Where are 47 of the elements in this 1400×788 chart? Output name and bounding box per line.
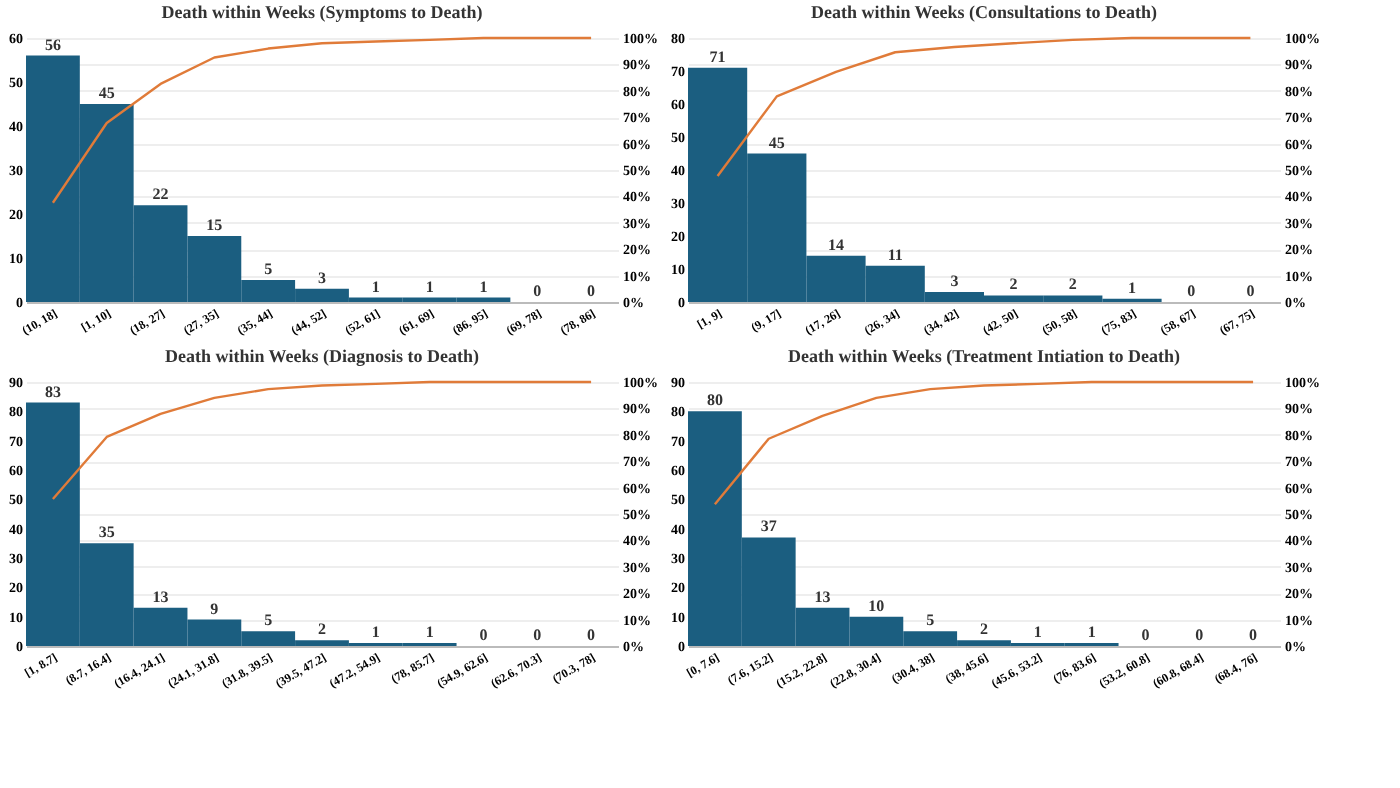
data-label: 56: [44, 35, 61, 54]
data-label: 3: [318, 268, 326, 287]
data-label: 13: [814, 587, 831, 606]
data-label: 5: [264, 611, 273, 630]
chart-title: Death within Weeks (Diagnosis to Death): [164, 346, 480, 366]
data-label: 37: [760, 517, 777, 536]
data-label: 83: [44, 382, 61, 401]
data-label: 1: [371, 277, 380, 296]
data-label: 1: [1033, 623, 1042, 642]
data-label: 2: [318, 620, 326, 639]
data-label: 5: [264, 260, 273, 278]
data-label: 13: [152, 587, 169, 606]
data-label: 2: [1068, 275, 1077, 294]
data-label: 1: [479, 277, 488, 296]
chart-title: Death within Weeks (Treatment Intiation to Death): [788, 346, 1180, 366]
data-label: 0: [1141, 626, 1150, 644]
data-label: 0: [1187, 282, 1196, 300]
data-label: 1: [425, 277, 434, 296]
data-label: 45: [768, 133, 785, 152]
data-label: 0: [533, 626, 542, 644]
chart-title: Death within Weeks (Symptoms to Death): [161, 2, 483, 22]
data-label: 5: [926, 611, 935, 630]
data-label: 0: [587, 626, 596, 644]
data-label: 80: [706, 391, 723, 410]
data-label: 1: [1087, 623, 1096, 642]
data-label: 0: [533, 282, 542, 300]
data-label: 3: [950, 272, 959, 291]
data-label: 0: [479, 626, 488, 644]
chart-title: Death within Weeks (Consultations to Death): [810, 2, 1158, 22]
data-label: 22: [152, 185, 169, 204]
data-label: 0: [1246, 282, 1255, 300]
data-label: 10: [868, 596, 885, 615]
data-label: 45: [98, 84, 115, 102]
data-label: 2: [980, 620, 988, 639]
data-label: 1: [371, 623, 380, 642]
data-label: 1: [425, 623, 434, 642]
data-label: 2: [1009, 275, 1018, 294]
data-label: 14: [828, 235, 844, 254]
data-label: 1: [1128, 278, 1136, 297]
data-label: 9: [210, 599, 219, 618]
data-label: 35: [98, 523, 115, 542]
data-label: 11: [887, 245, 903, 264]
data-label: 15: [206, 216, 223, 234]
data-label: 0: [1249, 626, 1258, 644]
data-label: 0: [1195, 626, 1204, 644]
data-label: 71: [709, 47, 726, 66]
data-label: 0: [587, 282, 596, 300]
